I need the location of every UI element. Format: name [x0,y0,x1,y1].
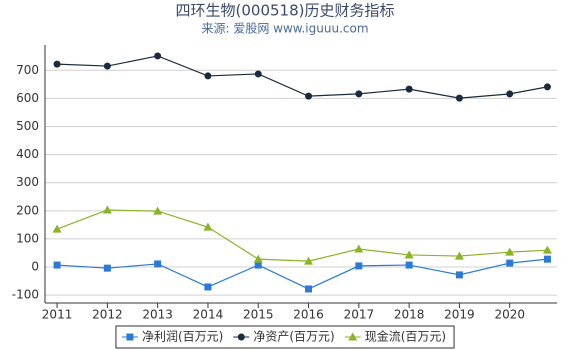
marker [103,62,111,70]
x-tick-label: 2012 [92,308,123,322]
marker [237,333,245,341]
y-tick-label: 600 [16,91,39,105]
marker [254,261,262,269]
x-tick-label: 2014 [193,308,224,322]
marker [203,222,213,231]
marker [253,254,263,263]
marker [204,72,212,80]
x-tick-label: 2011 [42,308,73,322]
x-tick-label: 2019 [444,308,475,322]
y-tick-label: 0 [31,260,39,274]
legend-label: 现金流(百万元) [365,329,446,344]
y-tick-label: 100 [16,231,39,245]
marker [542,245,552,254]
marker [404,250,414,259]
marker [154,52,162,60]
plot-area [45,45,557,303]
y-tick-label: 200 [16,203,39,217]
marker [304,256,314,265]
marker [254,70,262,78]
marker [355,262,363,270]
marker [455,94,463,102]
marker [52,224,62,233]
legend-item: 现金流(百万元) [344,329,446,344]
marker [305,285,313,293]
marker [405,261,413,269]
legend-item: 净资产(百万元) [233,330,335,344]
chart-subtitle: 来源: 爱股网 www.iguuu.com [201,22,368,36]
chart-title: 四环生物(000518)历史财务指标 [176,2,395,20]
y-tick-label: 400 [16,147,39,161]
marker [543,255,551,263]
legend-label: 净资产(百万元) [253,330,334,344]
x-tick-label: 2017 [344,308,375,322]
marker [53,60,61,68]
marker [455,271,463,279]
x-tick-label: 2016 [293,308,324,322]
y-tick-label: 300 [16,175,39,189]
marker [355,90,363,98]
marker [354,244,364,253]
marker [348,332,358,341]
marker [102,205,112,214]
legend: 净利润(百万元) 净资产(百万元) 现金流(百万元) [115,325,455,349]
marker [153,206,163,215]
x-tick-label: 2018 [394,308,425,322]
marker [204,283,212,291]
marker [126,333,134,341]
marker [154,260,162,268]
marker [405,85,413,93]
marker [305,92,313,100]
y-tick-label: -100 [12,288,39,302]
x-tick-label: 2013 [142,308,173,322]
x-tick-label: 2020 [494,308,525,322]
marker [543,83,551,91]
marker [506,259,514,267]
marker [506,90,514,98]
legend-item: 净利润(百万元) [121,330,223,344]
x-tick-label: 2015 [243,308,274,322]
legend-box [115,325,455,349]
marker [505,247,515,256]
y-tick-label: 500 [16,119,39,133]
legend-label: 净利润(百万元) [142,330,223,344]
marker [103,264,111,272]
marker [53,261,61,269]
y-tick-label: 700 [16,63,39,77]
marker [454,251,464,260]
